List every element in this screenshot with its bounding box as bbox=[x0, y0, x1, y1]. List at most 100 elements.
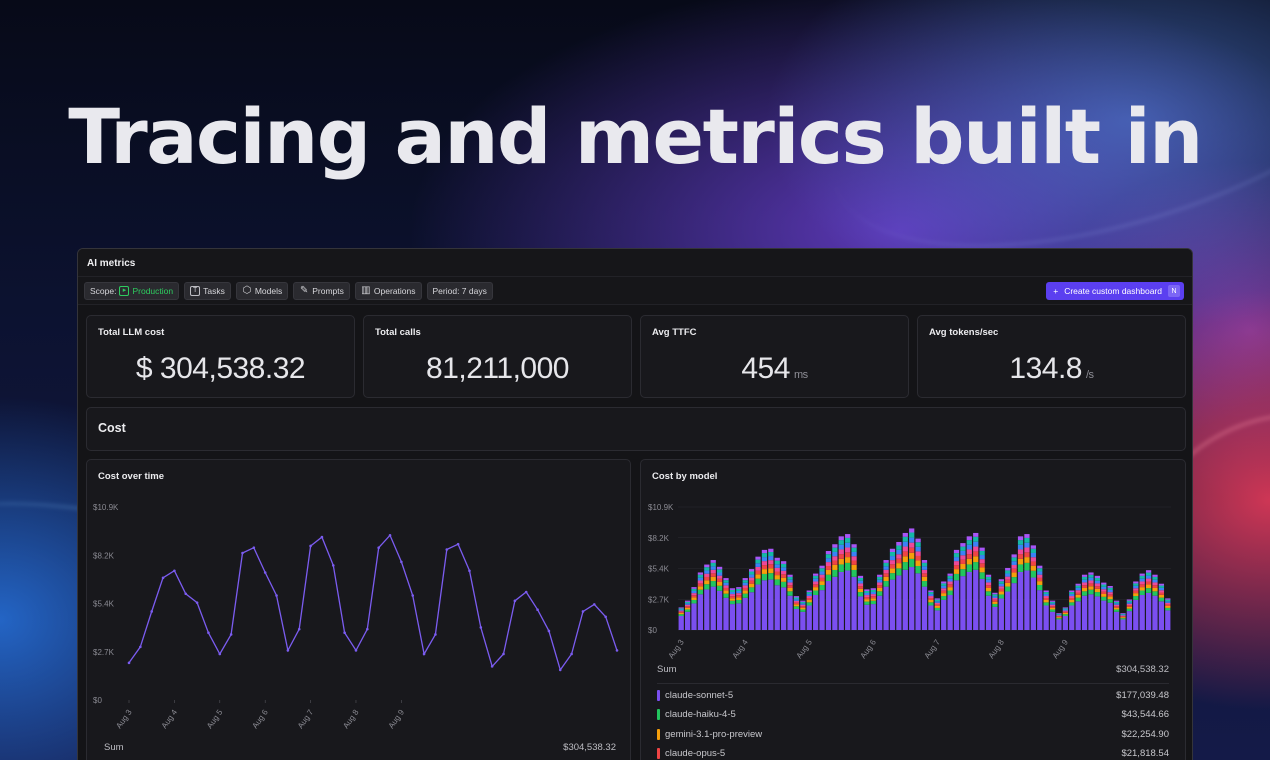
bar-segment bbox=[838, 554, 844, 559]
bar-segment bbox=[774, 564, 780, 568]
bar-segment bbox=[1062, 608, 1068, 610]
bar-segment bbox=[960, 563, 966, 570]
bar-segment bbox=[1107, 589, 1113, 593]
bar-segment bbox=[1094, 578, 1100, 581]
bar-segment bbox=[1037, 571, 1043, 575]
bar-segment bbox=[902, 562, 908, 570]
bar-segment bbox=[684, 601, 691, 604]
bar-segment bbox=[934, 602, 940, 605]
bar-segment bbox=[1056, 618, 1062, 620]
prompts-filter[interactable]: ✎ Prompts bbox=[293, 281, 350, 300]
bar-segment bbox=[973, 551, 979, 557]
bar-segment bbox=[941, 599, 947, 630]
data-point bbox=[524, 590, 528, 594]
bar-segment bbox=[851, 576, 857, 630]
legend-item[interactable]: claude-sonnet-5 $177,039.48 bbox=[657, 687, 1169, 703]
bar-segment bbox=[691, 603, 697, 630]
bar-segment bbox=[825, 569, 832, 575]
bar-segment bbox=[691, 597, 697, 600]
production-icon: ▸ bbox=[119, 285, 130, 296]
bar-segment bbox=[1145, 588, 1152, 593]
create-custom-dashboard-button[interactable]: + Create custom dashboard N bbox=[1046, 282, 1184, 300]
bar-segment bbox=[678, 612, 684, 615]
x-tick-label: Aug 3 bbox=[114, 708, 134, 731]
bar-segment bbox=[1126, 602, 1133, 604]
bar-segment bbox=[1126, 611, 1133, 630]
bar-segment bbox=[716, 575, 723, 579]
bar-segment bbox=[749, 569, 755, 572]
bar-segment bbox=[716, 569, 723, 573]
data-point bbox=[161, 576, 165, 580]
x-tick-label: Aug 8 bbox=[987, 638, 1007, 661]
bar-segment bbox=[1075, 587, 1081, 591]
bar-segment bbox=[1139, 581, 1145, 585]
cube-icon: ⬡ bbox=[242, 284, 252, 296]
data-point bbox=[570, 652, 573, 656]
bar-segment bbox=[768, 556, 774, 561]
operations-filter[interactable]: ▥ Operations bbox=[354, 281, 422, 300]
bar-segment bbox=[742, 578, 748, 581]
bar-segment bbox=[723, 590, 729, 594]
bar-segment bbox=[896, 558, 902, 564]
bar-segment bbox=[781, 570, 787, 575]
bar-segment bbox=[883, 581, 889, 587]
bar-segment bbox=[1005, 582, 1011, 587]
kpi-label: Total LLM cost bbox=[98, 327, 165, 338]
data-point bbox=[434, 633, 437, 636]
bar-segment bbox=[845, 562, 851, 571]
bar-segment bbox=[1139, 573, 1145, 576]
data-point bbox=[309, 544, 312, 548]
bar-segment bbox=[1062, 614, 1068, 617]
bar-segment bbox=[1005, 567, 1011, 571]
legend-item[interactable]: claude-haiku-4-5 $43,544.66 bbox=[657, 707, 1169, 723]
bar-segment bbox=[755, 584, 761, 630]
bar-segment bbox=[870, 588, 876, 590]
bar-segment bbox=[793, 596, 800, 598]
bar-segment bbox=[1075, 601, 1081, 630]
scope-filter[interactable]: Scope: ▸ Production bbox=[84, 281, 180, 300]
bar-segment bbox=[1158, 601, 1165, 630]
bar-segment bbox=[1049, 609, 1056, 612]
legend-item[interactable]: gemini-3.1-pro-preview $22,254.90 bbox=[657, 726, 1169, 742]
bar-segment bbox=[723, 582, 729, 586]
bar-segment bbox=[819, 577, 825, 582]
data-point bbox=[456, 542, 460, 546]
cost-section-header[interactable]: Cost bbox=[86, 407, 1186, 451]
bar-segment bbox=[716, 585, 723, 591]
bar-segment bbox=[1094, 586, 1100, 589]
bar-segment bbox=[781, 563, 787, 568]
data-point bbox=[445, 548, 449, 551]
bar-segment bbox=[992, 601, 998, 604]
bar-segment bbox=[915, 546, 921, 552]
bar-segment bbox=[1139, 578, 1145, 582]
bar-segment bbox=[1049, 600, 1056, 602]
bar-segment bbox=[800, 604, 806, 607]
bar-segment bbox=[845, 537, 851, 543]
legend-item[interactable]: claude-opus-5 $21,818.54 bbox=[657, 746, 1169, 760]
bar-segment bbox=[1126, 599, 1133, 601]
bar-segment bbox=[1101, 589, 1107, 592]
bar-segment bbox=[684, 604, 691, 607]
tasks-filter[interactable]: T Tasks bbox=[184, 281, 231, 300]
bar-segment bbox=[704, 573, 710, 577]
period-filter[interactable]: Period: 7 days bbox=[426, 281, 493, 300]
bar-segment bbox=[1011, 564, 1017, 569]
bar-segment bbox=[902, 569, 908, 630]
bar-segment bbox=[979, 578, 985, 630]
bar-segment bbox=[800, 609, 806, 612]
bar-segment bbox=[928, 596, 934, 598]
y-tick-label: $10.9K bbox=[93, 503, 119, 512]
bar-segment bbox=[800, 607, 806, 610]
data-point bbox=[411, 594, 415, 597]
bar-segment bbox=[838, 571, 844, 630]
sum-value: $304,538.32 bbox=[563, 742, 616, 753]
bar-segment bbox=[1120, 613, 1126, 614]
bar-segment bbox=[716, 590, 723, 630]
models-filter[interactable]: ⬡ Models bbox=[235, 281, 289, 300]
bar-segment bbox=[889, 548, 896, 552]
x-tick-label: Aug 8 bbox=[341, 708, 361, 731]
kpi-unit: ms bbox=[793, 369, 808, 381]
bar-segment bbox=[947, 573, 953, 576]
bar-segment bbox=[1075, 597, 1081, 602]
bar-segment bbox=[870, 604, 876, 630]
